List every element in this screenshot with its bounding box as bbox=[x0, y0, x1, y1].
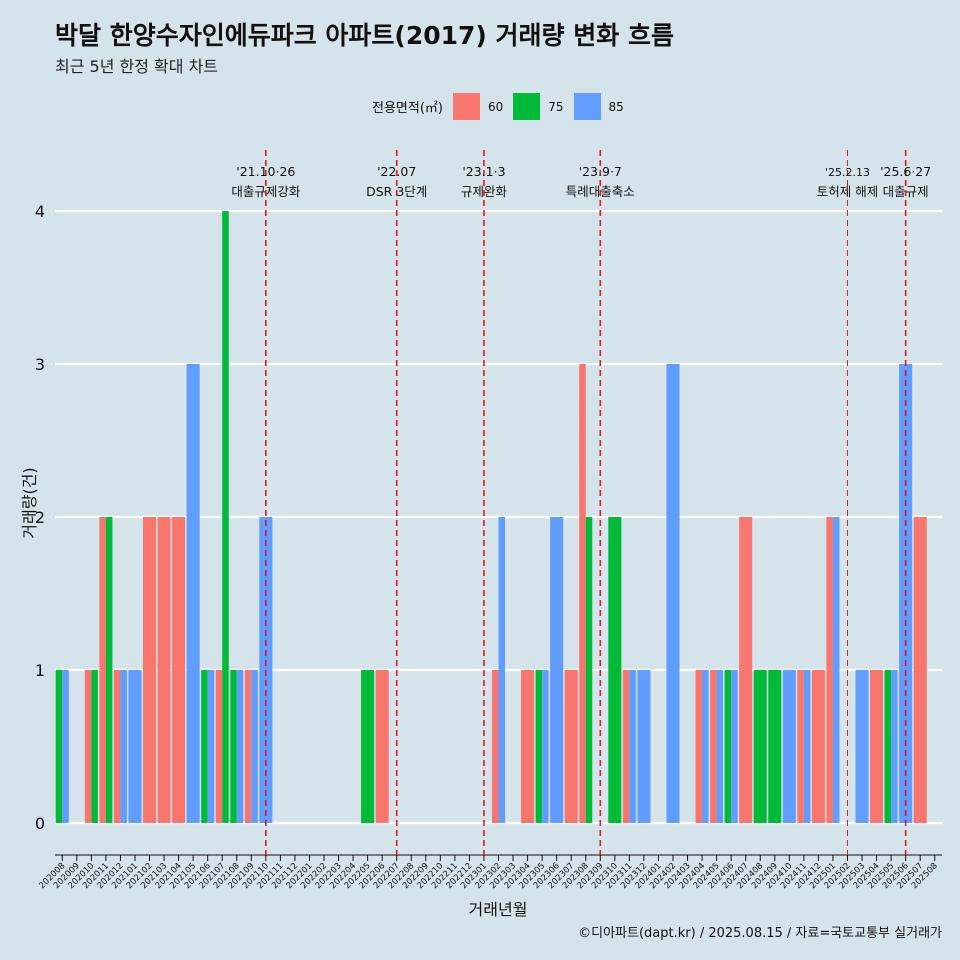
legend-swatch-60 bbox=[452, 93, 480, 120]
bar-85 bbox=[666, 364, 680, 823]
bar-60 bbox=[797, 670, 804, 823]
bar-60 bbox=[84, 670, 92, 823]
policy-date: '25.2.13 bbox=[825, 166, 870, 179]
bar-60 bbox=[244, 670, 252, 823]
bar-75 bbox=[608, 517, 622, 823]
bar-75 bbox=[91, 670, 98, 823]
bar-60 bbox=[710, 670, 717, 823]
bar-85 bbox=[716, 670, 724, 823]
bar-75 bbox=[535, 670, 543, 823]
policy-date: '23.1·3 bbox=[462, 164, 505, 179]
bar-60 bbox=[564, 670, 578, 823]
bar-85 bbox=[120, 670, 127, 823]
bar-75 bbox=[585, 517, 593, 823]
y-tick-label: 0 bbox=[35, 814, 45, 833]
policy-label: 토허제 해제 bbox=[817, 184, 878, 199]
legend-label-60: 60 bbox=[487, 99, 504, 114]
bar-85 bbox=[550, 517, 564, 823]
bar-85 bbox=[702, 670, 709, 823]
policy-label: 규제완화 bbox=[461, 184, 508, 199]
bar-85 bbox=[542, 670, 549, 823]
legend: 전용면적(㎡) 60 75 85 bbox=[372, 93, 630, 120]
bar-60 bbox=[215, 670, 223, 823]
bar-60 bbox=[142, 517, 157, 823]
y-tick-label: 3 bbox=[35, 355, 45, 374]
legend-item-75: 75 bbox=[513, 93, 569, 120]
bar-75 bbox=[105, 517, 113, 823]
bar-60 bbox=[375, 670, 389, 823]
bar-60 bbox=[826, 517, 833, 823]
legend-title: 전용면적(㎡) bbox=[372, 101, 443, 116]
x-axis-title: 거래년월 bbox=[469, 900, 528, 919]
bar-85 bbox=[207, 670, 215, 823]
y-tick-label: 2 bbox=[35, 508, 45, 527]
bar-75 bbox=[230, 670, 237, 823]
bar-85 bbox=[891, 670, 898, 823]
bar-75 bbox=[724, 670, 732, 823]
bar-85 bbox=[128, 670, 142, 823]
y-tick-label: 1 bbox=[35, 661, 45, 680]
bar-85 bbox=[731, 670, 738, 823]
bar-60 bbox=[172, 517, 186, 823]
bar-85 bbox=[832, 517, 840, 823]
legend-swatch-85 bbox=[573, 93, 601, 120]
legend-swatch-75 bbox=[513, 93, 541, 120]
chart-subtitle: 최근 5년 한정 확대 차트 bbox=[55, 57, 219, 76]
bar-60 bbox=[913, 517, 927, 823]
bar-75 bbox=[55, 670, 63, 823]
bar-85 bbox=[62, 670, 69, 823]
bar-75 bbox=[222, 211, 229, 823]
bar-60 bbox=[695, 670, 703, 823]
y-axis-title: 거래량(건) bbox=[20, 467, 39, 538]
bar-85 bbox=[637, 670, 651, 823]
bar-60 bbox=[811, 670, 825, 823]
bar-85 bbox=[629, 670, 636, 823]
bar-75 bbox=[768, 670, 782, 823]
legend-item-85: 85 bbox=[573, 93, 630, 120]
policy-date: '25.6·27 bbox=[880, 164, 931, 179]
bar-60 bbox=[739, 517, 753, 823]
bar-75 bbox=[884, 670, 892, 823]
bar-60 bbox=[622, 670, 630, 823]
bar-85 bbox=[498, 517, 506, 823]
bar-75 bbox=[201, 670, 208, 823]
policy-label: DSR 3단계 bbox=[366, 184, 427, 199]
bar-85 bbox=[186, 364, 200, 823]
bar-60 bbox=[491, 670, 499, 823]
bar-60 bbox=[157, 517, 171, 823]
bar-85 bbox=[803, 670, 811, 823]
y-tick-label: 4 bbox=[35, 202, 45, 221]
policy-date: '21.10·26 bbox=[236, 164, 295, 179]
bar-60 bbox=[521, 670, 535, 823]
bar-85 bbox=[251, 670, 258, 823]
legend-item-60: 60 bbox=[452, 93, 509, 120]
chart-title: 박달 한양수자인에듀파크 아파트(2017) 거래량 변화 흐름 bbox=[55, 21, 674, 50]
policy-label: 대출규제 bbox=[883, 184, 929, 199]
bar-60 bbox=[113, 670, 121, 823]
policy-date: '23.9·7 bbox=[579, 164, 622, 179]
bar-75 bbox=[753, 670, 767, 823]
legend-label-85: 85 bbox=[608, 99, 624, 114]
bar-85 bbox=[236, 670, 244, 823]
policy-label: 특례대출축소 bbox=[566, 184, 635, 199]
bar-60 bbox=[579, 364, 586, 823]
policy-date: '22.07 bbox=[377, 164, 416, 179]
source-caption: ©디아파트(dapt.kr) / 2025.08.15 / 자료=국토교통부 실… bbox=[578, 926, 942, 941]
bar-75 bbox=[361, 670, 375, 823]
policy-label: 대출규제강화 bbox=[231, 184, 301, 199]
bar-60 bbox=[99, 517, 106, 823]
bar-85 bbox=[782, 670, 796, 823]
bar-60 bbox=[870, 670, 884, 823]
bar-85 bbox=[855, 670, 869, 823]
legend-label-75: 75 bbox=[548, 99, 564, 114]
